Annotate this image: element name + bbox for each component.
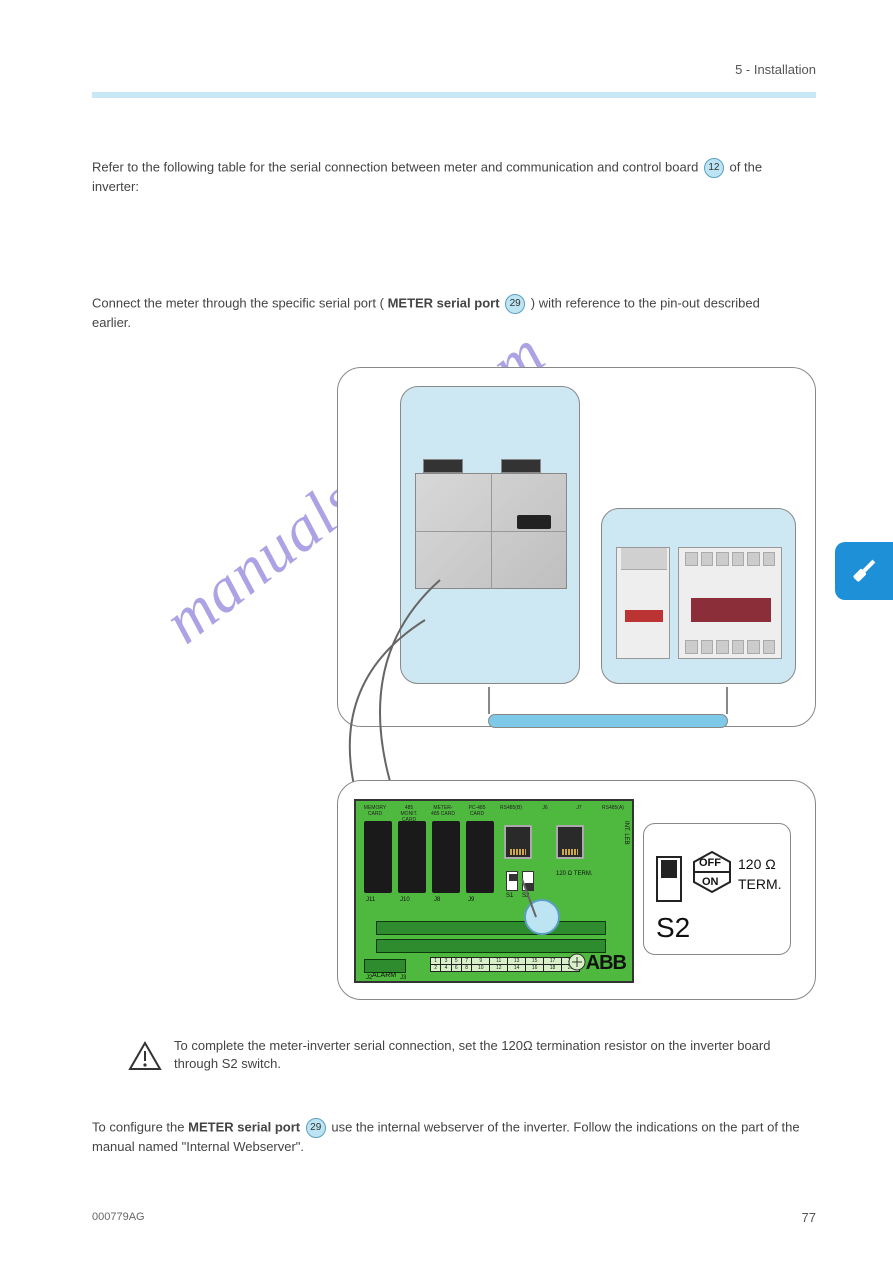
abb-logo: ABB xyxy=(586,952,626,975)
chapter-header: 5 - Installation xyxy=(735,62,816,77)
screwdriver-icon xyxy=(847,554,881,588)
warning-text: To complete the meter-inverter serial co… xyxy=(174,1037,798,1072)
alarm-label: ALARM xyxy=(372,972,396,979)
slot-label-3: PC-485 CARD xyxy=(464,805,490,819)
footer-doc-id: 000779AG xyxy=(92,1211,145,1223)
meter2-bot-terminals xyxy=(685,640,775,654)
slot-label-0: MEMORY CARD xyxy=(362,805,388,819)
inverter-cap-right xyxy=(501,459,541,473)
page: 5 - Installation manualshive.com Refer t… xyxy=(0,0,893,1263)
ref-pre: Refer to the following table for the ser… xyxy=(92,159,702,174)
rj-label-0: RS485(B) xyxy=(498,805,524,819)
ref-badge-12: 12 xyxy=(704,158,724,178)
warning-row: To complete the meter-inverter serial co… xyxy=(128,1037,798,1072)
rj-label-3: RS485(A) xyxy=(600,805,626,819)
rj45-a xyxy=(556,825,584,859)
ohm-value: 120 Ω xyxy=(738,856,776,872)
control-board-diagram: MEMORY CARD 485 MONIT. CARD METER-485 CA… xyxy=(337,780,816,1000)
pin-number-strip: 135791113151719 2468101214161820 xyxy=(430,957,580,977)
system-diagram xyxy=(337,367,816,727)
int-leb-label: INT. LEB xyxy=(623,821,629,845)
bus-stub-right xyxy=(726,687,728,714)
j9-label: J9 xyxy=(468,897,474,903)
j3-label: J3 xyxy=(400,975,406,981)
slot-label-1: 485 MONIT. CARD xyxy=(396,805,422,819)
ref-paragraph: Refer to the following table for the ser… xyxy=(92,158,782,196)
s2-label: S2 xyxy=(656,912,690,944)
rs485-bus xyxy=(488,714,728,728)
inverter-panel xyxy=(400,386,580,684)
rj-label-2: J7 xyxy=(566,805,592,819)
s2-termination-detail: OFF ON 120 Ω TERM. S2 xyxy=(643,823,791,955)
off-label: OFF xyxy=(699,857,721,869)
meter-paragraph: Connect the meter through the specific s… xyxy=(92,294,802,332)
screw-icon xyxy=(568,953,586,971)
term-label: TERM. xyxy=(738,876,782,892)
meter2-top-terminals xyxy=(685,552,775,566)
final-pre: To configure the xyxy=(92,1119,188,1134)
on-label: ON xyxy=(702,876,719,888)
meter-panel xyxy=(601,508,796,684)
meter2-screen xyxy=(691,598,771,622)
header-rule xyxy=(92,92,816,98)
slot-pc-485 xyxy=(466,821,494,893)
s2-switch-knob xyxy=(661,860,677,878)
meter-port-name: METER serial port xyxy=(388,295,500,310)
detail-pointer xyxy=(518,861,658,941)
meter-single-phase xyxy=(616,547,670,659)
section-tab[interactable] xyxy=(835,542,893,600)
final-port: METER serial port xyxy=(188,1119,300,1134)
final-paragraph: To configure the METER serial port 29 us… xyxy=(92,1118,802,1156)
slot-meter-485 xyxy=(432,821,460,893)
terminal-row-2 xyxy=(376,939,606,953)
meter-pre: Connect the meter through the specific s… xyxy=(92,295,384,310)
dip-label-s1: S1 xyxy=(506,893,513,899)
inverter-cap-left xyxy=(423,459,463,473)
j11-label: J11 xyxy=(366,897,375,903)
inverter-seam-h xyxy=(415,531,567,532)
meter1-stripe xyxy=(625,610,663,622)
slot-485-monit xyxy=(398,821,426,893)
dip-s1 xyxy=(506,871,518,891)
slot-label-2: METER-485 CARD xyxy=(430,805,456,819)
rj-label-1: J6 xyxy=(532,805,558,819)
terminal-j2 xyxy=(364,959,406,973)
j10-label: J10 xyxy=(400,897,410,903)
j8-label: J8 xyxy=(434,897,440,903)
pcb-slot-labels: MEMORY CARD 485 MONIT. CARD METER-485 CA… xyxy=(362,805,626,819)
meter-three-phase xyxy=(678,547,782,659)
slot-memory xyxy=(364,821,392,893)
page-number: 77 xyxy=(802,1210,816,1225)
meter1-top xyxy=(621,548,667,570)
ref-badge-29b: 29 xyxy=(306,1118,326,1138)
inverter-display xyxy=(517,515,551,529)
bus-stub-left xyxy=(488,687,490,714)
ref-badge-29a: 29 xyxy=(505,294,525,314)
rj45-b xyxy=(504,825,532,859)
